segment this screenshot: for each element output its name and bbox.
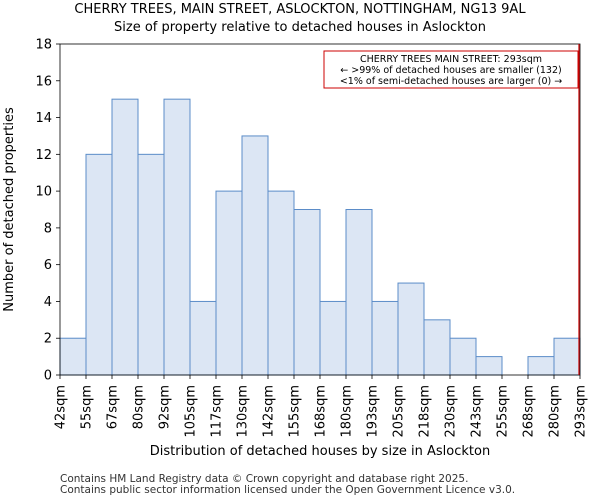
y-tick-label: 8: [44, 221, 52, 236]
y-tick-label: 14: [35, 111, 52, 126]
bar-268sqm: [527, 356, 555, 376]
bar-205sqm: [397, 282, 425, 376]
bar-92sqm: [163, 98, 191, 376]
x-tick-label: 205sqm: [392, 385, 407, 438]
bar-243sqm: [475, 356, 503, 376]
y-axis-label: Number of detached properties: [2, 107, 17, 312]
x-tick-label: 168sqm: [314, 385, 329, 438]
x-tick-label: 243sqm: [470, 385, 485, 438]
y-tick-label: 2: [44, 332, 52, 347]
x-tick-label: 142sqm: [262, 385, 277, 438]
bar-142sqm: [267, 190, 295, 376]
x-tick-label: 280sqm: [548, 385, 563, 438]
bar-55sqm: [85, 153, 113, 376]
x-tick-label: 105sqm: [184, 385, 199, 438]
x-tick-label: 80sqm: [132, 385, 147, 429]
chart-title: CHERRY TREES, MAIN STREET, ASLOCKTON, NO…: [74, 2, 526, 17]
x-tick-label: 218sqm: [418, 385, 433, 438]
annotation-line-3: <1% of semi-detached houses are larger (…: [340, 76, 562, 87]
y-tick-label: 18: [35, 38, 52, 53]
bar-168sqm: [319, 300, 347, 376]
x-tick-label: 193sqm: [366, 385, 381, 438]
bar-230sqm: [449, 337, 477, 376]
y-tick-label: 10: [35, 185, 52, 200]
x-tick-label: 42sqm: [54, 385, 69, 429]
y-tick-label: 0: [44, 369, 52, 384]
bar-42sqm: [59, 337, 87, 376]
annotation-line-1: CHERRY TREES MAIN STREET: 293sqm: [360, 54, 542, 65]
bar-180sqm: [345, 209, 373, 376]
x-tick-label: 67sqm: [106, 385, 121, 429]
y-tick-label: 4: [44, 295, 52, 310]
x-tick-label: 255sqm: [496, 385, 511, 438]
bar-130sqm: [241, 135, 269, 376]
annotation-line-2: ← >99% of detached houses are smaller (1…: [340, 65, 561, 76]
bar-80sqm: [137, 153, 165, 376]
bar-218sqm: [423, 319, 451, 376]
chart-subtitle: Size of property relative to detached ho…: [114, 20, 486, 35]
x-tick-label: 155sqm: [288, 385, 303, 438]
x-tick-label: 293sqm: [574, 385, 589, 438]
bar-280sqm: [553, 337, 581, 376]
bar-117sqm: [215, 190, 243, 376]
x-tick-label: 117sqm: [210, 385, 225, 438]
bar-155sqm: [293, 209, 321, 376]
x-tick-label: 130sqm: [236, 385, 251, 438]
annotation-box: [323, 50, 579, 89]
bar-105sqm: [189, 300, 217, 376]
bar-67sqm: [111, 98, 139, 376]
x-tick-label: 180sqm: [340, 385, 355, 438]
bar-193sqm: [371, 300, 399, 376]
x-tick-label: 268sqm: [522, 385, 537, 438]
x-tick-label: 55sqm: [80, 385, 95, 429]
footer-line-2: Contains public sector information licen…: [60, 484, 516, 496]
x-axis-label: Distribution of detached houses by size …: [150, 444, 490, 459]
x-tick-label: 230sqm: [444, 385, 459, 438]
y-tick-label: 6: [44, 258, 52, 273]
footer-line-1: Contains HM Land Registry data © Crown c…: [60, 473, 469, 485]
y-tick-label: 16: [35, 74, 52, 89]
y-tick-label: 12: [35, 148, 52, 163]
x-tick-label: 92sqm: [158, 385, 173, 429]
